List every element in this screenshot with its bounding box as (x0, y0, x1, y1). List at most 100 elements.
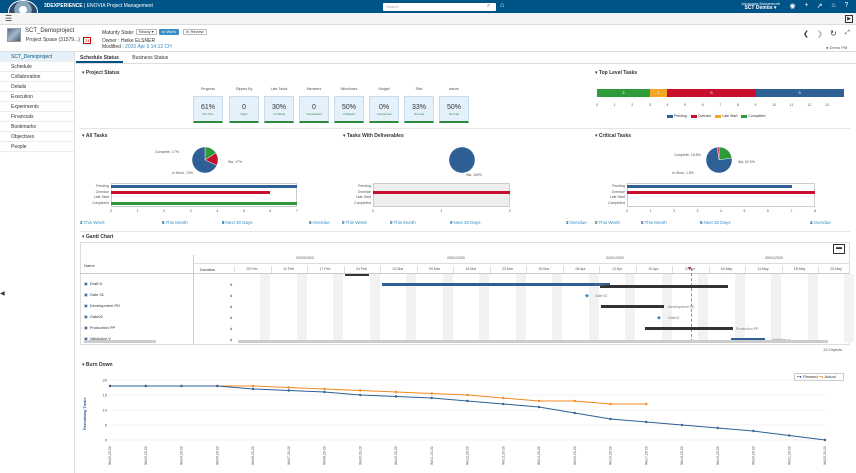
previous-icon[interactable]: ❮ (803, 31, 809, 38)
data-point-planned[interactable] (645, 420, 648, 424)
task-count-link[interactable]: 5Next 30 Days (700, 220, 731, 225)
gantt-task-bar[interactable] (645, 327, 733, 330)
tab-schedule-status[interactable]: Schedule Status (76, 53, 123, 63)
gantt-row[interactable]: ▣ Gate02 (84, 314, 234, 319)
top-level-bar-segment[interactable]: 5 (755, 89, 844, 97)
help-icon[interactable]: ? (844, 2, 849, 9)
data-point-planned[interactable] (466, 399, 469, 403)
kpi-tile[interactable]: 33% Normal (404, 96, 434, 123)
data-point-actual[interactable] (323, 387, 326, 391)
data-point-planned[interactable] (144, 384, 147, 388)
kpi-tile[interactable]: 30% 4 Critical (264, 96, 294, 123)
expand-icon[interactable]: ⤢ (845, 30, 850, 36)
gantt-fullscreen-icon[interactable]: ▬ (833, 244, 845, 254)
panel-toggle-icon[interactable]: ▶ (845, 15, 853, 23)
share-icon[interactable]: ↗ (816, 3, 823, 10)
collapse-sidebar-icon[interactable]: ◀ (0, 291, 5, 297)
task-bar[interactable] (111, 201, 297, 205)
task-bar[interactable] (627, 185, 792, 188)
data-point-planned[interactable] (251, 387, 255, 391)
kpi-tile[interactable]: 0% Consumed (369, 96, 399, 123)
kpi-tile[interactable]: 50% 3 Missed (334, 96, 364, 123)
gantt-task-bar[interactable] (601, 305, 664, 308)
sidebar-item-objectives[interactable]: Objectives (0, 132, 74, 142)
pie-slice[interactable] (705, 146, 733, 174)
data-point-planned[interactable] (287, 389, 290, 392)
data-point-actual[interactable] (537, 399, 541, 403)
next-icon[interactable]: ❯ (817, 31, 823, 38)
gantt-split[interactable] (193, 255, 194, 345)
data-point-actual[interactable] (430, 392, 433, 395)
state-in-review[interactable]: In Review (183, 29, 207, 35)
top-level-bar-segment[interactable]: 5 (667, 89, 756, 97)
add-icon[interactable]: + (804, 2, 809, 9)
kpi-tile[interactable]: 61% On Time (193, 96, 223, 123)
state-dropdown[interactable]: Ready ▾ (136, 29, 157, 35)
data-point-actual[interactable] (502, 396, 505, 400)
task-count-link[interactable]: 2This Week (80, 220, 105, 225)
data-point-planned[interactable] (680, 423, 684, 427)
data-point-planned[interactable] (430, 396, 433, 400)
data-point-planned[interactable] (502, 402, 505, 406)
kpi-tile[interactable]: 50% Normal (439, 96, 469, 123)
gantt-row[interactable]: ▣ Validation V (84, 336, 234, 341)
task-count-link[interactable]: 0This Month (390, 220, 416, 225)
kpi-tile[interactable]: 0 Days (229, 96, 259, 123)
data-point-planned[interactable] (752, 429, 755, 433)
gantt-task-bar[interactable] (731, 338, 765, 341)
gantt-scrollbar-right[interactable] (238, 340, 828, 343)
task-bar[interactable] (627, 190, 815, 194)
sidebar-item-execution[interactable]: Execution (0, 92, 74, 102)
gantt-task-bar[interactable] (382, 283, 610, 286)
task-count-link[interactable]: 0Next 30 Days (450, 220, 481, 225)
pie-slice[interactable] (718, 146, 733, 161)
sidebar-item-details[interactable]: Details (0, 82, 74, 92)
data-point-planned[interactable] (108, 384, 112, 388)
state-in-work[interactable]: In Work (159, 29, 179, 35)
gantt-row[interactable]: ▣ Development PD (84, 303, 234, 308)
data-point-actual[interactable] (645, 402, 648, 406)
pie-slice[interactable] (448, 146, 476, 174)
top-level-bar-segment[interactable]: 3 (597, 89, 650, 97)
data-point-actual[interactable] (394, 390, 398, 394)
top-level-bar-segment[interactable]: 1 (649, 89, 668, 97)
data-point-actual[interactable] (466, 393, 469, 397)
data-point-planned[interactable] (573, 411, 576, 415)
sidebar-item-project[interactable]: SCT_Demoproject (0, 52, 74, 62)
kpi-tile[interactable]: 0 Overloaded (299, 96, 329, 123)
sidebar-item-experiments[interactable]: Experiments (0, 102, 74, 112)
search-icon[interactable]: ⌕ (487, 3, 491, 9)
gantt-milestone-icon[interactable]: ◆ (657, 315, 661, 321)
task-count-link[interactable]: 4Overdue (810, 220, 831, 225)
tag-icon[interactable]: ⌂ (500, 2, 505, 9)
data-point-planned[interactable] (216, 384, 219, 388)
data-point-planned[interactable] (716, 426, 719, 430)
user-menu[interactable]: Johannes Morgenroth SCT Demos ▾ (741, 1, 780, 11)
hamburger-menu-icon[interactable]: ☰ (5, 14, 13, 23)
task-bar[interactable] (373, 190, 510, 194)
gantt-row[interactable]: ▣ Draft D (84, 281, 234, 286)
task-count-link[interactable]: 5Overdue (309, 220, 330, 225)
pie-slice[interactable] (717, 146, 720, 161)
task-count-link[interactable]: 6This Month (162, 220, 188, 225)
sidebar-item-financials[interactable]: Financials (0, 112, 74, 122)
task-count-link[interactable]: 5This Month (641, 220, 667, 225)
data-point-planned[interactable] (537, 405, 541, 409)
data-point-actual[interactable] (573, 399, 576, 403)
data-point-planned[interactable] (609, 417, 612, 421)
data-point-actual[interactable] (251, 384, 255, 388)
data-point-planned[interactable] (788, 434, 791, 437)
task-count-link[interactable]: 8Next 30 Days (222, 220, 253, 225)
user-avatar-icon[interactable]: ◉ (789, 3, 796, 10)
pie-slice[interactable] (191, 146, 218, 174)
gantt-scrollbar-left[interactable] (84, 340, 156, 343)
tab-business-status[interactable]: Business Status (132, 55, 169, 61)
data-point-actual[interactable] (609, 402, 612, 406)
refresh-icon[interactable]: ↻ (830, 29, 837, 38)
data-point-planned[interactable] (323, 390, 326, 394)
sidebar-item-bookmarks[interactable]: Bookmarks (0, 122, 74, 132)
gantt-summary-bar[interactable] (600, 285, 728, 288)
gantt-row[interactable]: ▣ Production PP (84, 325, 234, 330)
task-count-link[interactable]: 2Overdue (566, 220, 587, 225)
gantt-row[interactable]: ▣ Gate 01 (84, 292, 234, 297)
